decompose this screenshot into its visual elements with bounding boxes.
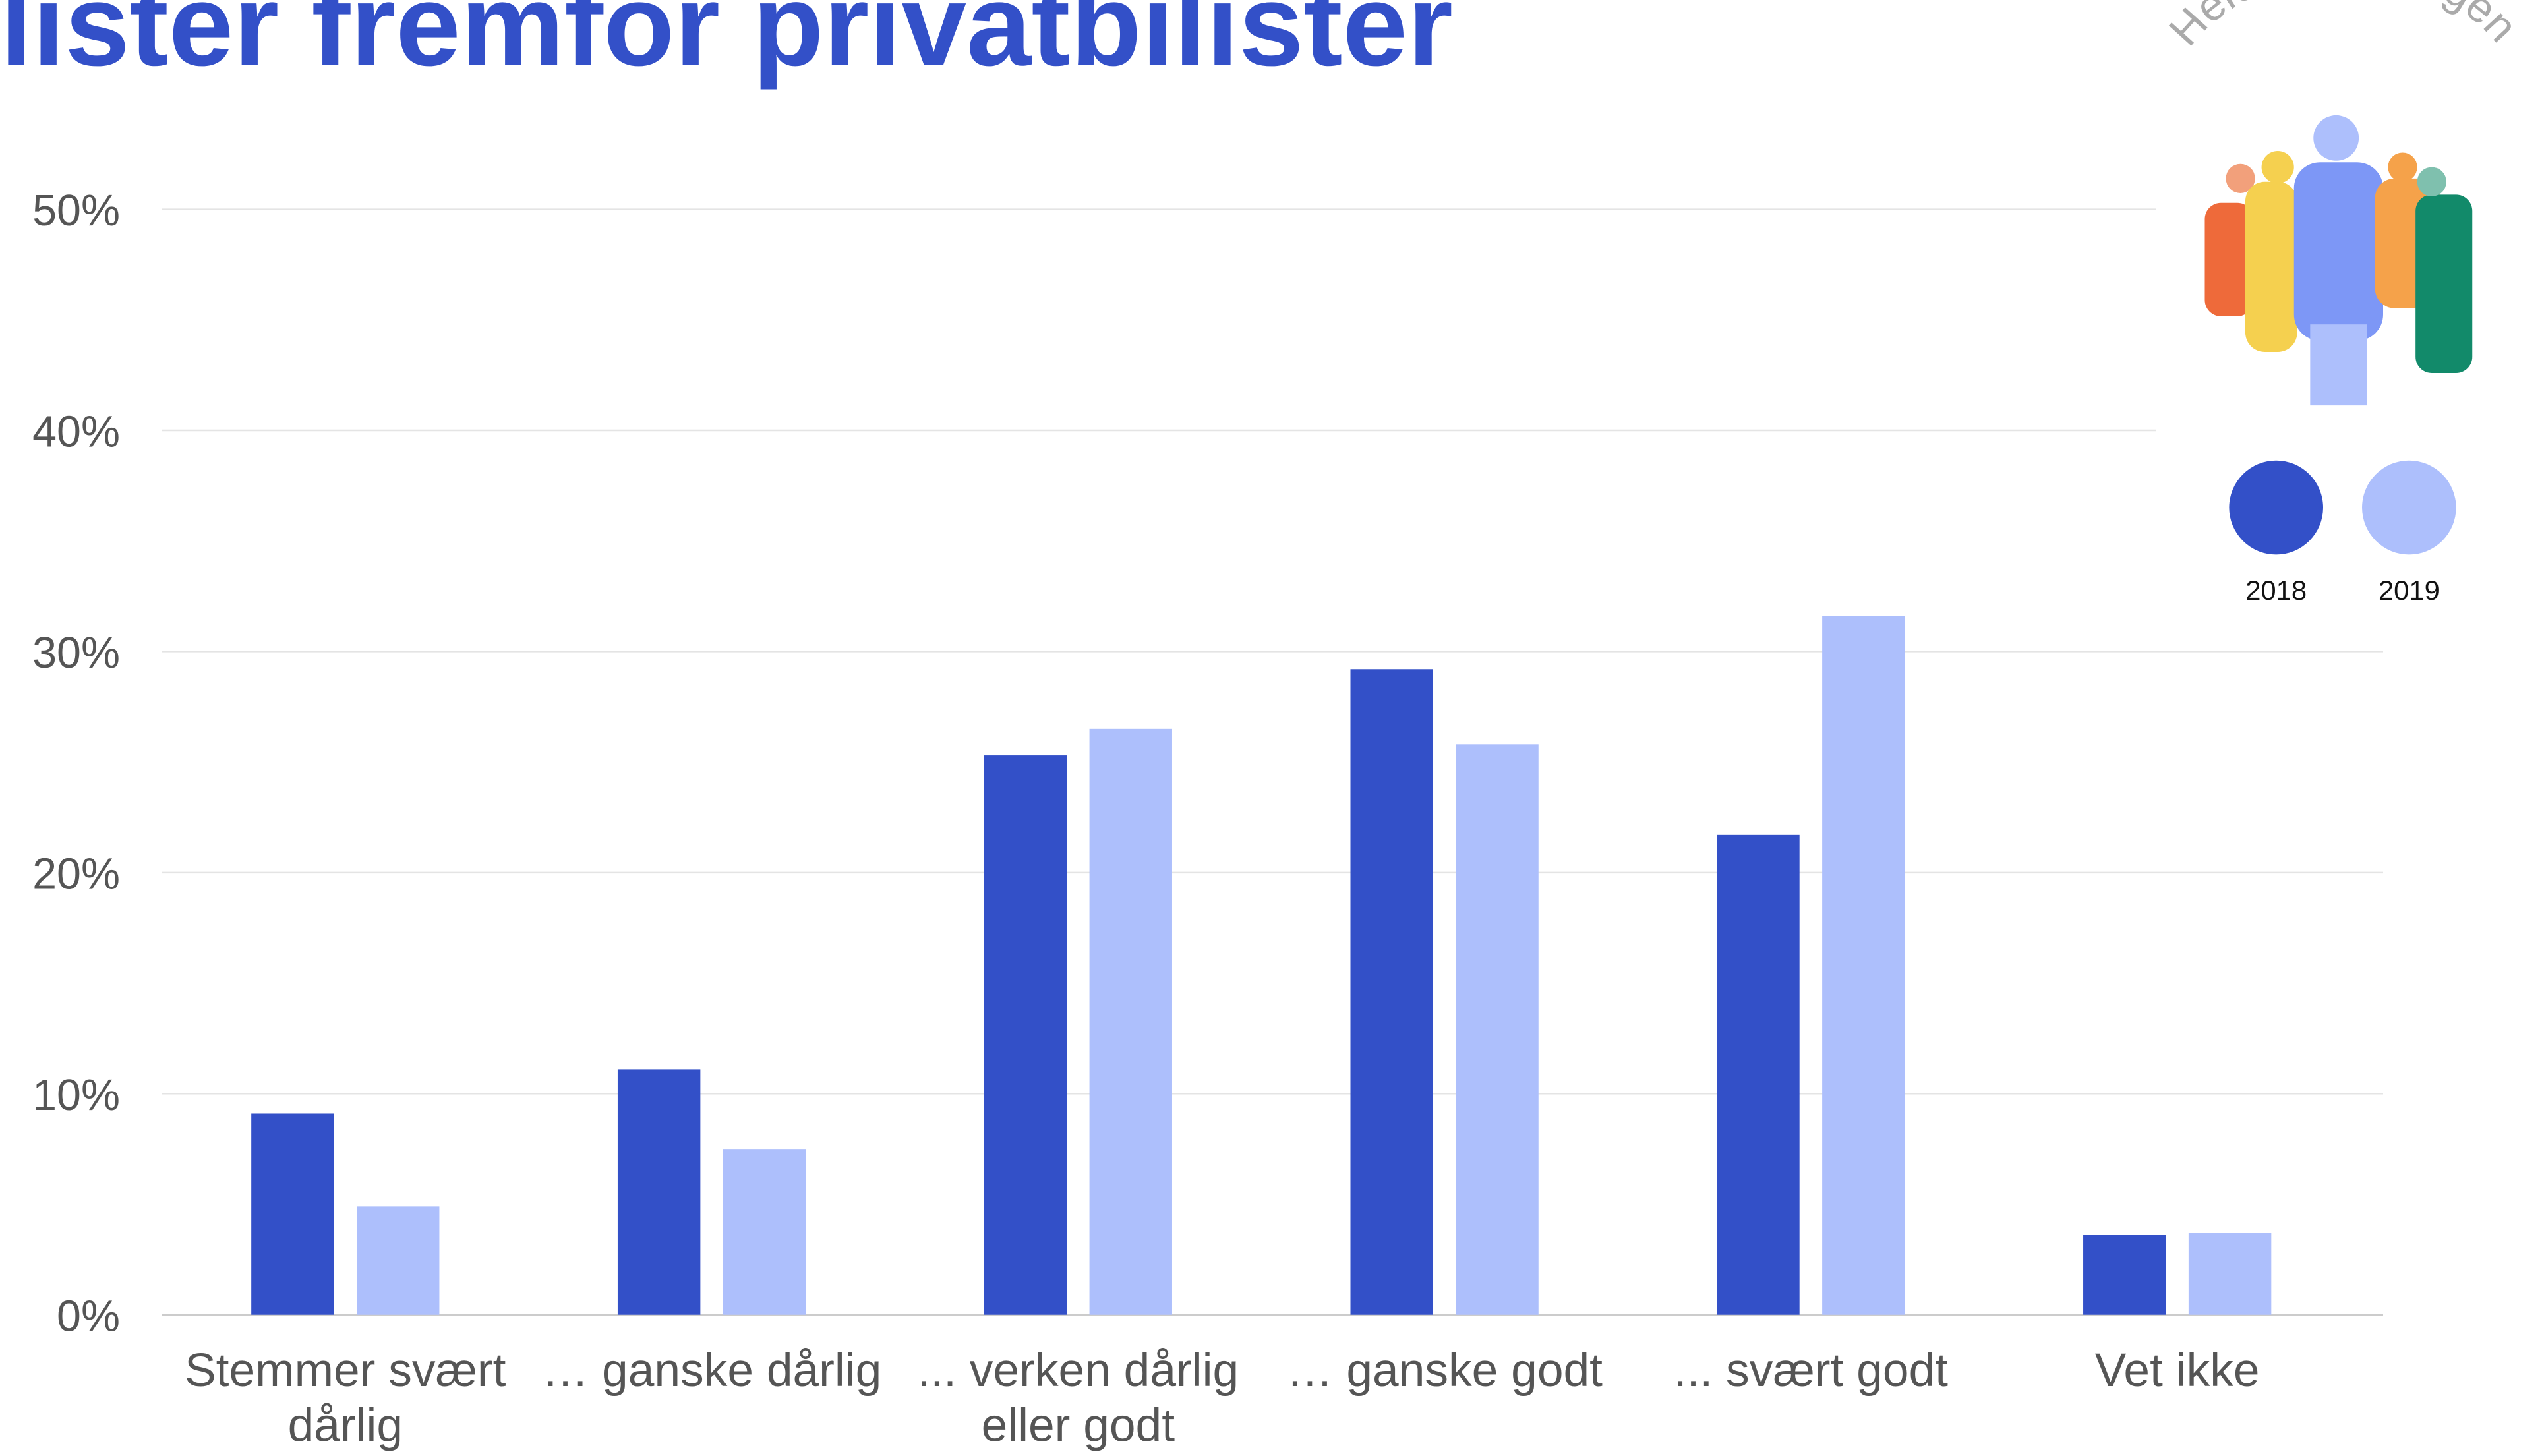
bar: [2188, 1233, 2272, 1315]
bar: [723, 1149, 806, 1315]
bar: [617, 1069, 701, 1315]
y-tick-label: 30%: [32, 629, 120, 678]
x-tick-label: … ganske godt: [1286, 1345, 1603, 1398]
y-tick-label: 0%: [57, 1292, 120, 1341]
x-tick-label-box: Vet ikke: [2094, 1345, 2260, 1398]
x-tick-label-box: … ganske dårlig: [541, 1345, 882, 1398]
bar: [357, 1206, 440, 1315]
x-tick-label-box: ... svært godt: [1673, 1345, 1948, 1398]
x-tick-label: ... svært godt: [1673, 1345, 1948, 1398]
bar: [1717, 834, 1800, 1315]
y-tick-label: 40%: [32, 408, 120, 457]
legend-label: 2019: [2379, 575, 2440, 606]
y-tick-label: 20%: [32, 850, 120, 898]
x-tick-label: Stemmer svært dårlig: [185, 1345, 506, 1453]
bar: [251, 1113, 334, 1315]
bar: [2083, 1235, 2166, 1315]
legend-swatch: [2362, 460, 2456, 555]
y-tick-label: 50%: [32, 187, 120, 235]
x-tick-label: Vet ikke: [2094, 1345, 2260, 1398]
bar: [984, 755, 1067, 1315]
x-tick-label: … ganske dårlig: [541, 1345, 882, 1398]
bar: [1350, 669, 1433, 1315]
x-tick-label-box: ... verken dårlig eller godt: [917, 1345, 1239, 1453]
bar: [1089, 728, 1172, 1315]
x-tick-label-box: Stemmer svært dårlig: [185, 1345, 506, 1453]
bar: [1456, 744, 1539, 1315]
x-tick-label: ... verken dårlig eller godt: [917, 1345, 1239, 1453]
legend-swatch: [2229, 460, 2324, 555]
bar: [1822, 616, 1905, 1315]
chart-title: lister fremfor privatbilister: [0, 0, 1453, 90]
x-tick-label-box: … ganske godt: [1286, 1345, 1603, 1398]
legend-label: 2018: [2245, 575, 2307, 606]
badge-text: Hele befolkningen: [2160, 0, 2526, 55]
illustration: [2204, 115, 2473, 406]
badge: Hele befolkningen: [2160, 0, 2526, 55]
y-tick-label: 10%: [32, 1071, 120, 1120]
